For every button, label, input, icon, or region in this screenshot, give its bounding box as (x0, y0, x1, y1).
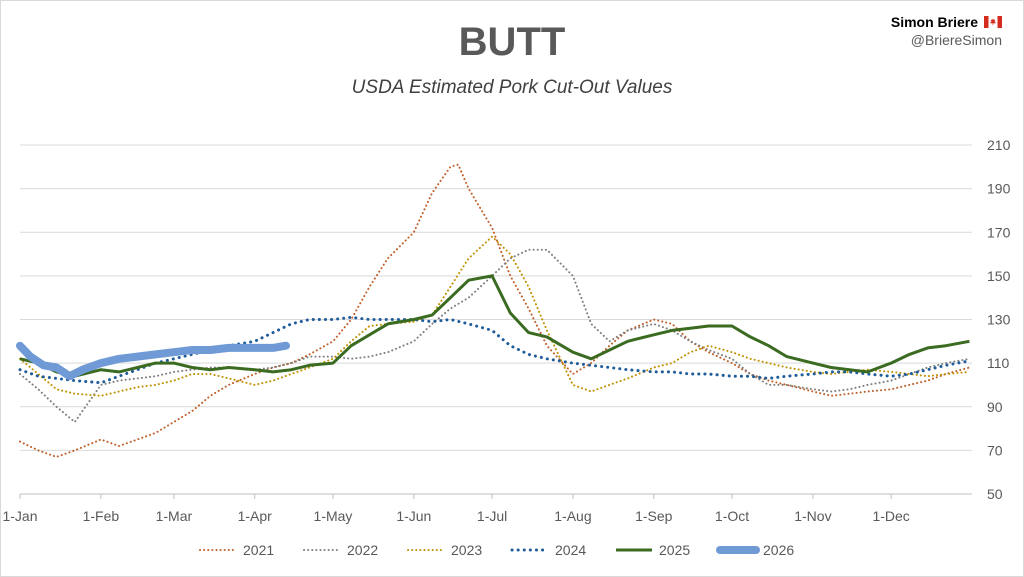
x-tick-label: 1-Jun (396, 508, 431, 524)
series-lines (16, 163, 971, 458)
x-tick-label: 1-Sep (635, 508, 673, 524)
y-tick-label: 170 (987, 224, 1011, 240)
x-tick-label: 1-May (314, 508, 353, 524)
author-handle: @BriereSimon (910, 32, 1002, 48)
series-line-2025 (19, 274, 970, 378)
author-name-row: Simon Briere (891, 14, 1002, 30)
legend-label-2024: 2024 (555, 542, 586, 558)
x-tick-label: 1-Aug (554, 508, 591, 524)
legend-label-2021: 2021 (243, 542, 274, 558)
y-tick-label: 70 (987, 442, 1003, 458)
y-tick-label: 110 (987, 355, 1010, 371)
y-tick-label: 130 (987, 312, 1011, 328)
y-axis-ticks: 50 70 90 110 130 150 170 190 210 (987, 137, 1011, 502)
series-line-2024 (18, 315, 971, 385)
legend-label-2023: 2023 (451, 542, 482, 558)
series-line-2026 (16, 341, 290, 381)
series-line-2023 (19, 235, 971, 397)
x-tick-label: 1-Nov (794, 508, 831, 524)
author-name: Simon Briere (890, 14, 978, 30)
y-tick-label: 150 (987, 268, 1011, 284)
chart-title: BUTT (458, 20, 566, 64)
legend-label-2025: 2025 (659, 542, 690, 558)
y-tick-label: 190 (987, 181, 1011, 197)
x-tick-label: 1-Jan (2, 508, 37, 524)
chart-subtitle: USDA Estimated Pork Cut-Out Values (351, 77, 673, 98)
legend-label-2026: 2026 (763, 542, 794, 558)
legend-label-2022: 2022 (347, 542, 378, 558)
x-tick-label: 1-Dec (872, 508, 909, 524)
x-tick-label: 1-Mar (156, 508, 193, 524)
series-line-2022 (19, 248, 971, 424)
x-axis-ticks: 1-Jan 1-Feb 1-Mar 1-Apr 1-May 1-Jun 1-Jul 1-Aug… (2, 494, 910, 524)
series-line-2021 (19, 163, 971, 458)
x-tick-label: 1-Jul (477, 508, 507, 524)
x-tick-label: 1-Oct (715, 508, 749, 524)
y-tick-label: 90 (987, 399, 1003, 415)
y-tick-label: 50 (987, 486, 1003, 502)
author-block: Simon Briere @BriereSimon (891, 14, 1002, 48)
x-tick-label: 1-Feb (83, 508, 120, 524)
legend: 2021 2022 2023 2024 2025 2026 (199, 542, 794, 558)
canada-flag-icon (984, 16, 1002, 28)
gridlines (20, 144, 972, 495)
x-tick-label: 1-Apr (238, 508, 273, 524)
y-tick-label: 210 (987, 137, 1011, 153)
